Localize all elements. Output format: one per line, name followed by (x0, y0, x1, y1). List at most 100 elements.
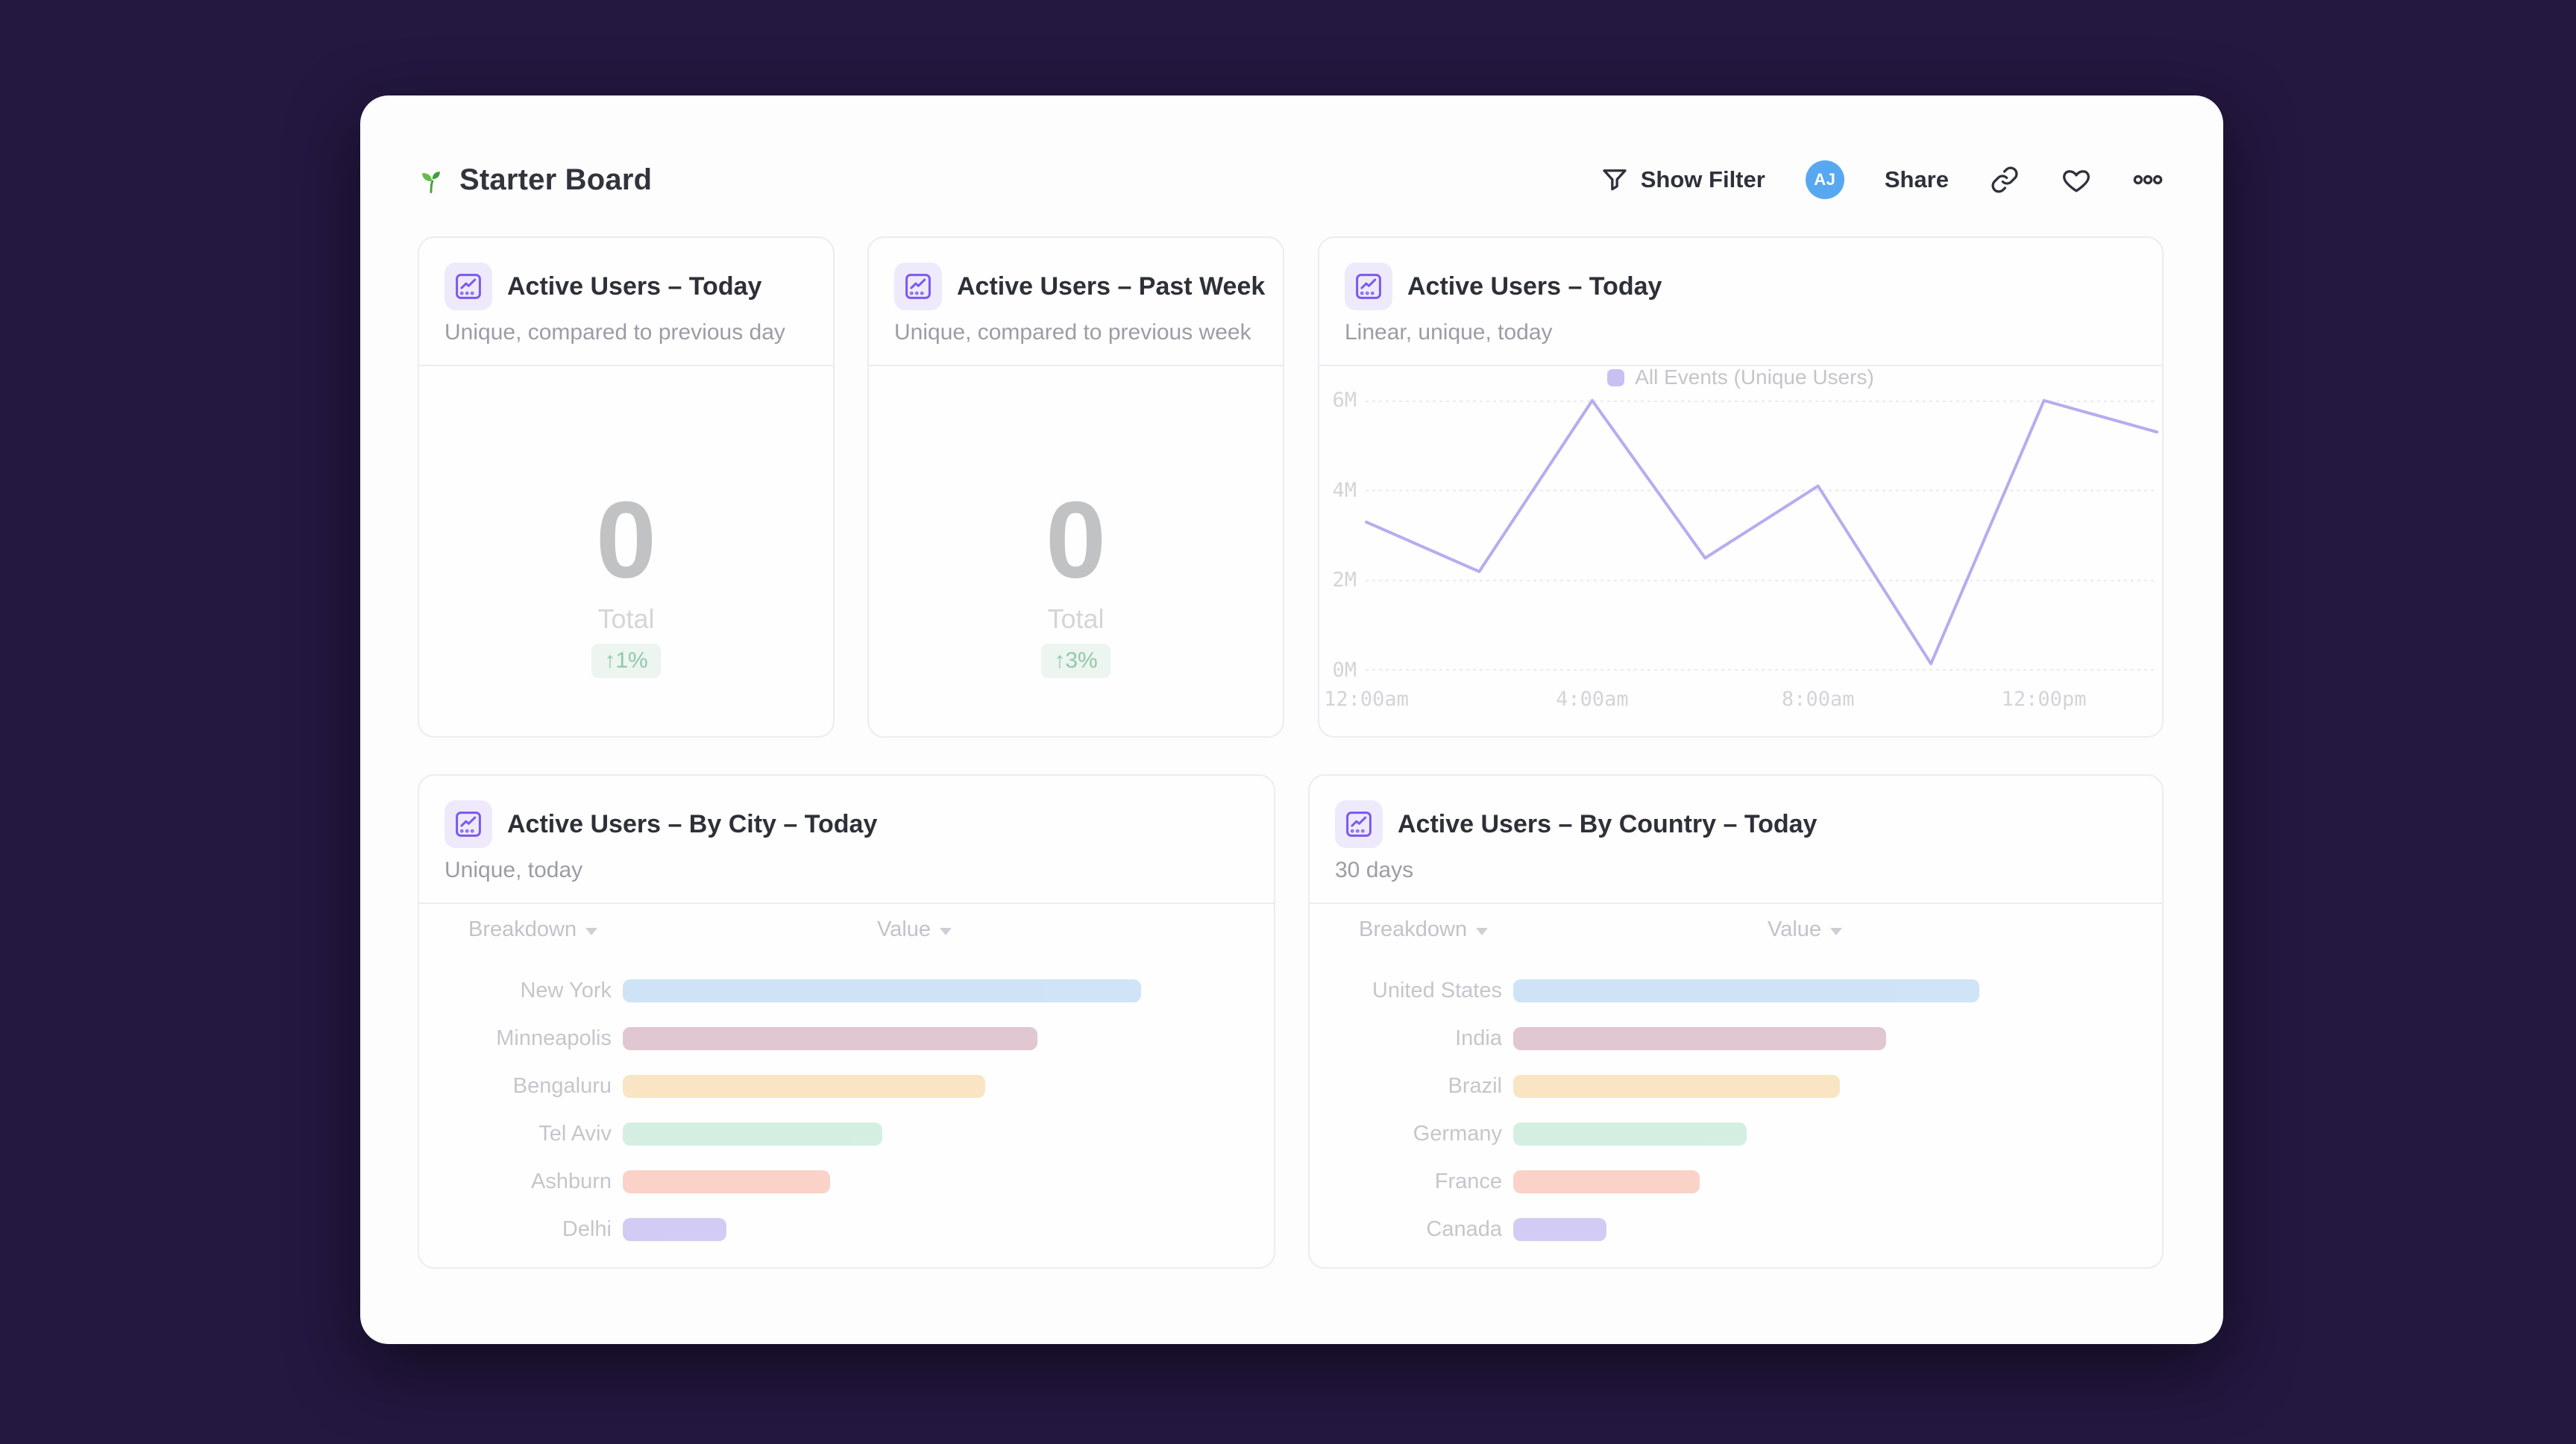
table-row: Bengaluru (419, 1062, 1274, 1110)
table-row: Delhi (419, 1205, 1274, 1253)
value-bar (623, 1026, 1037, 1050)
breakdown-label: Delhi (562, 1217, 612, 1241)
chevron-down-icon (1830, 927, 1843, 935)
card-active-users-today: Active Users – Today Unique, compared to… (418, 236, 835, 738)
breakdown-label: Canada (1426, 1217, 1502, 1241)
card-title: Active Users – By Country – Today (1398, 809, 1818, 838)
share-label: Share (1884, 166, 1949, 192)
card-active-users-line-chart: Active Users – Today Linear, unique, tod… (1318, 236, 2164, 738)
bar-track (1513, 979, 2162, 1002)
column-label: Breakdown (1359, 917, 1468, 941)
breakdown-label: France (1434, 1169, 1502, 1193)
bar-track (623, 1074, 1274, 1098)
heart-icon (2061, 164, 2092, 195)
value-bar (623, 1170, 830, 1193)
stat-body: 0 Total ↑1% (419, 366, 833, 678)
card-active-users-by-country: Active Users – By Country – Today 30 day… (1308, 774, 2164, 1269)
breakdown-rows: United States India Brazil Germany France Can… (1310, 967, 2162, 1253)
breakdown-label: Bengaluru (512, 1073, 612, 1098)
table-row: France (1310, 1158, 2162, 1205)
column-header-breakdown[interactable]: Breakdown (1359, 917, 1489, 942)
card-subtitle: Unique, compared to previous day (444, 320, 785, 345)
avatar[interactable]: AJ (1805, 160, 1844, 199)
card-header: Active Users – By Country – Today 30 day… (1310, 776, 2162, 902)
big-value: 0 (1045, 479, 1107, 600)
share-button[interactable]: Share (1885, 166, 1949, 193)
card-subtitle: Unique, compared to previous week (894, 320, 1251, 345)
card-header: Active Users – Past Week Unique, compare… (869, 238, 1283, 365)
value-bar (1513, 1074, 1840, 1098)
divider (419, 365, 833, 366)
breakdown-rows: New York Minneapolis Bengaluru Tel Aviv Ashb… (419, 967, 1274, 1253)
bar-track (623, 1026, 1274, 1050)
copy-link-button[interactable] (1989, 164, 2020, 195)
chevron-down-icon (940, 927, 952, 935)
filter-funnel-icon (1599, 164, 1630, 195)
big-value: 0 (595, 479, 657, 600)
value-bar (623, 1217, 726, 1241)
card-subtitle: Linear, unique, today (1345, 320, 1553, 345)
table-row: United States (1310, 967, 2162, 1014)
legend-label: All Events (Unique Users) (1635, 365, 1874, 389)
card-header: Active Users – Today Unique, compared to… (419, 238, 833, 365)
card-header: Active Users – Today Linear, unique, tod… (1319, 238, 2162, 365)
value-label: Total (597, 603, 655, 634)
card-title: Active Users – Today (1407, 271, 1662, 301)
more-options-button[interactable] (2132, 164, 2164, 195)
column-label: Value (877, 917, 932, 941)
column-label: Breakdown (468, 917, 577, 941)
breakdown-table: Breakdown Value United States India Brazil… (1310, 882, 2162, 1267)
card-subtitle: Unique, today (444, 858, 583, 882)
bar-track (1513, 1217, 2162, 1241)
y-axis-tick-label: 4M (1332, 478, 1357, 502)
value-bar (623, 1074, 985, 1098)
value-bar (1513, 1217, 1606, 1241)
x-axis-tick-label: 12:00am (1324, 688, 1409, 711)
value-bar (1513, 1026, 1886, 1050)
card-active-users-by-city: Active Users – By City – Today Unique, t… (418, 774, 1275, 1269)
card-title: Active Users – By City – Today (507, 809, 878, 838)
line-chart-icon (444, 800, 492, 848)
bar-track (1513, 1170, 2162, 1193)
value-bar (1513, 1170, 1700, 1193)
value-bar (623, 1122, 882, 1146)
column-header-value[interactable]: Value (877, 917, 952, 942)
seedling-icon (415, 163, 447, 196)
chevron-down-icon (1476, 927, 1489, 935)
line-chart-area: All Events (Unique Users) 6M 4M 2M 0M 12:00… (1319, 352, 2162, 736)
divider (1310, 902, 2162, 904)
card-title: Active Users – Past Week (957, 271, 1266, 301)
bar-track (1513, 1026, 2162, 1050)
value-bar (1513, 1122, 1747, 1146)
breakdown-label: India (1455, 1026, 1502, 1050)
value-label: Total (1047, 603, 1105, 634)
board-header: Starter Board Show Filter AJ Share (415, 157, 2164, 202)
table-row: Canada (1310, 1205, 2162, 1253)
column-header-value[interactable]: Value (1768, 917, 1843, 942)
board-title-wrap: Starter Board (415, 163, 652, 197)
table-header-row: Breakdown Value (1310, 917, 2162, 943)
bar-track (1513, 1074, 2162, 1098)
legend-item[interactable]: All Events (Unique Users) (1319, 365, 2162, 389)
x-axis-tick-label: 8:00am (1781, 688, 1855, 711)
bar-track (623, 979, 1274, 1002)
x-axis-tick-label: 4:00am (1556, 688, 1629, 711)
breakdown-table: Breakdown Value New York Minneapolis Benga… (419, 882, 1274, 1267)
value-bar (623, 979, 1141, 1002)
y-axis-tick-label: 0M (1332, 659, 1357, 682)
bar-track (623, 1170, 1274, 1193)
y-axis-tick-label: 2M (1332, 568, 1357, 592)
column-header-breakdown[interactable]: Breakdown (468, 917, 598, 942)
show-filter-button[interactable]: Show Filter (1599, 164, 1765, 195)
card-title: Active Users – Today (507, 271, 762, 301)
table-row: Tel Aviv (419, 1110, 1274, 1158)
link-icon (1989, 164, 2020, 195)
line-chart-plot (1365, 399, 2158, 671)
card-header: Active Users – By City – Today Unique, t… (419, 776, 1274, 902)
divider (869, 365, 1283, 366)
favorite-button[interactable] (2061, 164, 2092, 195)
line-chart-icon (1335, 800, 1383, 848)
table-row: New York (419, 967, 1274, 1014)
bar-track (1513, 1122, 2162, 1146)
